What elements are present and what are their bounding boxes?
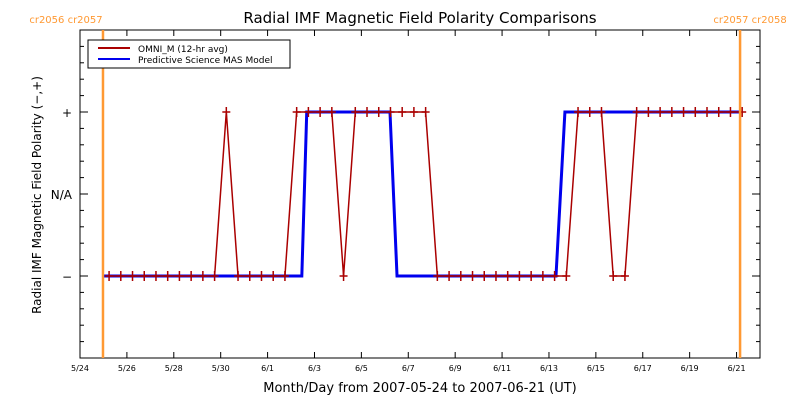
omni-marker (151, 271, 160, 281)
omni-marker (175, 271, 184, 281)
x-tick-label: 6/1 (261, 364, 274, 373)
carrington-label: cr2057 cr2058 (713, 15, 786, 26)
x-tick-label: 6/17 (634, 364, 652, 373)
plot-border (79, 29, 761, 359)
omni-marker (550, 271, 559, 281)
omni-marker (234, 271, 243, 281)
x-axis-label: Month/Day from 2007-05-24 to 2007-06-21 … (263, 381, 576, 396)
x-tick-label: 6/3 (308, 364, 321, 373)
series-omni (105, 107, 747, 281)
omni-marker (667, 107, 676, 117)
omni-marker (245, 271, 254, 281)
omni-marker (316, 107, 325, 117)
omni-marker (445, 271, 454, 281)
omni-marker (269, 271, 278, 281)
plot-frame (79, 29, 761, 359)
legend: OMNI_M (12-hr avg)Predictive Science MAS… (87, 39, 291, 69)
omni-marker (620, 271, 629, 281)
omni-marker (398, 107, 407, 117)
x-tick-label: 6/21 (728, 364, 746, 373)
omni-marker (503, 271, 512, 281)
omni-marker (187, 271, 196, 281)
omni-marker (163, 271, 172, 281)
x-tick-label: 6/19 (681, 364, 699, 373)
omni-marker (433, 271, 442, 281)
omni-marker (222, 107, 231, 117)
omni-marker (656, 107, 665, 117)
series-mas-model (102, 110, 741, 278)
carrington-label: cr2056 cr2057 (29, 15, 102, 26)
omni-marker (597, 107, 606, 117)
omni-marker (280, 271, 289, 281)
omni-marker (679, 107, 688, 117)
omni-marker (374, 107, 383, 117)
legend-box (87, 39, 291, 69)
omni-marker (363, 107, 372, 117)
omni-marker (632, 107, 641, 117)
legend-label: Predictive Science MAS Model (138, 56, 273, 66)
y-tick-label: + (62, 106, 72, 120)
omni-line (109, 111, 743, 277)
omni-marker (562, 271, 571, 281)
x-tick-label: 6/11 (493, 364, 511, 373)
omni-marker (140, 271, 149, 281)
x-tick-label: 5/24 (71, 364, 89, 373)
omni-marker (527, 271, 536, 281)
omni-marker (339, 271, 348, 281)
omni-marker (491, 271, 500, 281)
omni-marker (703, 107, 712, 117)
chart-title: Radial IMF Magnetic Field Polarity Compa… (243, 9, 596, 27)
y-tick-label: N/A (51, 188, 73, 202)
omni-marker (574, 107, 583, 117)
omni-marker (257, 271, 266, 281)
omni-marker (198, 271, 207, 281)
omni-marker (691, 107, 700, 117)
omni-marker (292, 107, 301, 117)
omni-marker (726, 107, 735, 117)
omni-marker (714, 107, 723, 117)
x-tick-label: 5/30 (212, 364, 230, 373)
omni-marker (644, 107, 653, 117)
x-tick-label: 6/7 (402, 364, 415, 373)
x-tick-label: 6/13 (540, 364, 558, 373)
omni-marker (585, 107, 594, 117)
omni-marker (128, 271, 137, 281)
mas-line (102, 110, 741, 278)
legend-label: OMNI_M (12-hr avg) (138, 45, 228, 55)
x-tick-label: 6/15 (587, 364, 605, 373)
omni-marker (386, 107, 395, 117)
series-layer (102, 107, 747, 281)
omni-marker (456, 271, 465, 281)
x-tick-label: 5/28 (165, 364, 183, 373)
x-tick-label: 6/9 (449, 364, 462, 373)
omni-marker (210, 271, 219, 281)
carrington-markers: cr2056 cr2057 cr2057 cr2058 (29, 15, 787, 358)
omni-marker (609, 271, 618, 281)
omni-marker (304, 107, 313, 117)
omni-marker (409, 107, 418, 117)
omni-marker (468, 271, 477, 281)
omni-marker (351, 107, 360, 117)
y-tick-label: − (62, 270, 72, 284)
omni-marker (116, 271, 125, 281)
omni-marker (480, 271, 489, 281)
omni-marker (327, 107, 336, 117)
x-tick-label: 5/26 (118, 364, 136, 373)
x-tick-label: 6/5 (355, 364, 368, 373)
axis-ticks: 5/24 5/26 5/28 5/30 6/1 6/3 6/5 6/7 6/9 6/11 6/13 6… (51, 29, 760, 373)
omni-marker (515, 271, 524, 281)
omni-marker (421, 107, 430, 117)
omni-marker (538, 271, 547, 281)
omni-marker (105, 271, 114, 281)
y-axis-label: Radial IMF Magnetic Field Polarity (−,+) (30, 76, 44, 314)
